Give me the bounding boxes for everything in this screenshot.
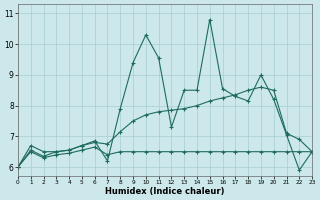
X-axis label: Humidex (Indice chaleur): Humidex (Indice chaleur) [105,187,225,196]
